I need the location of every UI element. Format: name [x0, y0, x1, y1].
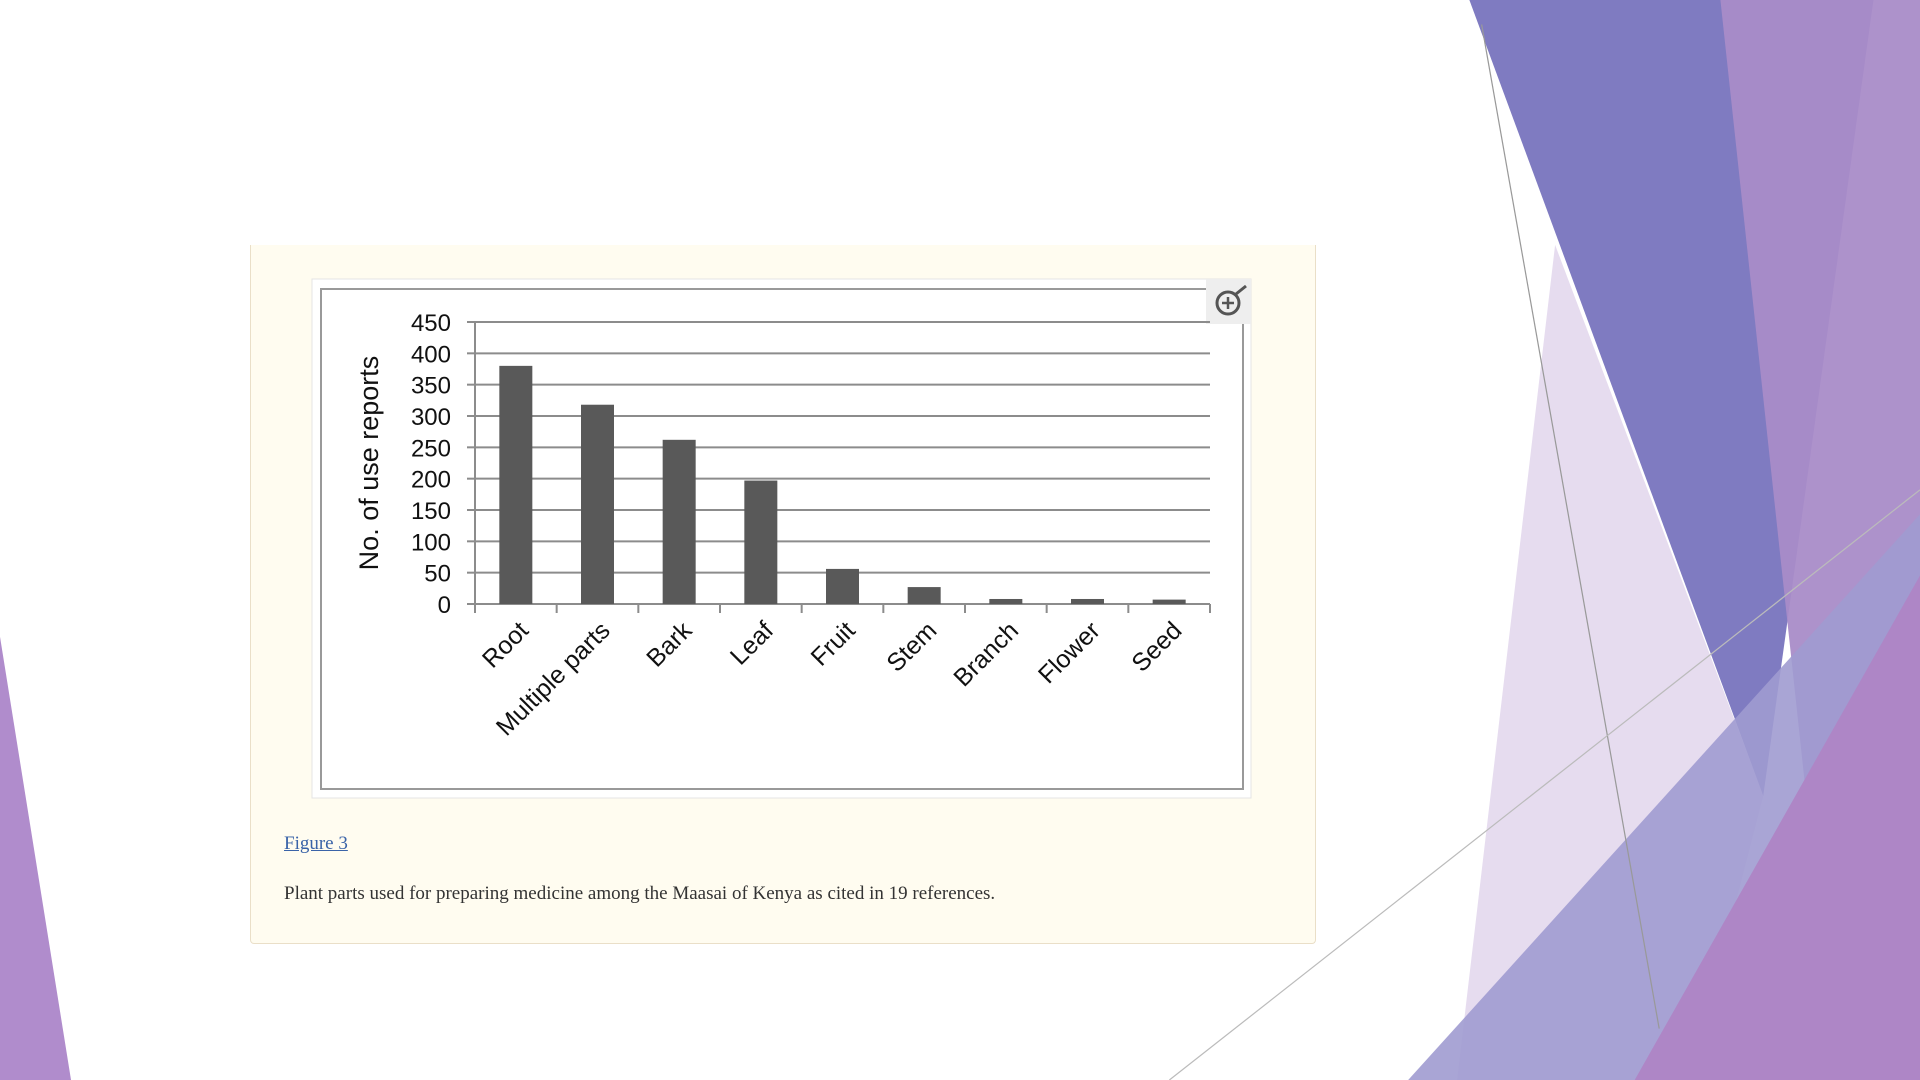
y-tick-label: 100	[411, 529, 451, 556]
y-tick-label: 400	[411, 341, 451, 368]
bar	[826, 568, 859, 604]
y-tick-label: 300	[411, 404, 451, 431]
bar	[1152, 599, 1186, 604]
zoom-glass	[1215, 290, 1241, 316]
decor	[1634, 575, 1920, 1080]
y-tick-label: 0	[438, 592, 451, 619]
y-axis-title: No. of use reports	[354, 356, 384, 571]
zoom-icon[interactable]	[1206, 279, 1251, 324]
bar	[499, 365, 533, 604]
bar	[1071, 598, 1104, 604]
bar	[989, 598, 1023, 604]
bar	[581, 404, 614, 604]
figure-link[interactable]: Figure 3	[284, 833, 348, 854]
y-tick-label: 150	[411, 498, 451, 525]
chart-border	[320, 288, 1244, 790]
zoom-handle	[1235, 284, 1247, 296]
y-tick-label: 350	[411, 373, 451, 400]
decor-line	[1481, 24, 1660, 1029]
decor	[0, 636, 72, 1080]
decor-line	[1169, 489, 1920, 1080]
figure-caption: Plant parts used for preparing medicine …	[284, 883, 996, 904]
y-tick-label: 50	[424, 561, 451, 588]
y-tick-label: 200	[411, 467, 451, 494]
bar	[744, 480, 778, 604]
bar	[907, 587, 941, 604]
y-tick-label: 450	[411, 310, 451, 337]
bar	[662, 439, 696, 604]
y-tick-label: 250	[411, 435, 451, 462]
